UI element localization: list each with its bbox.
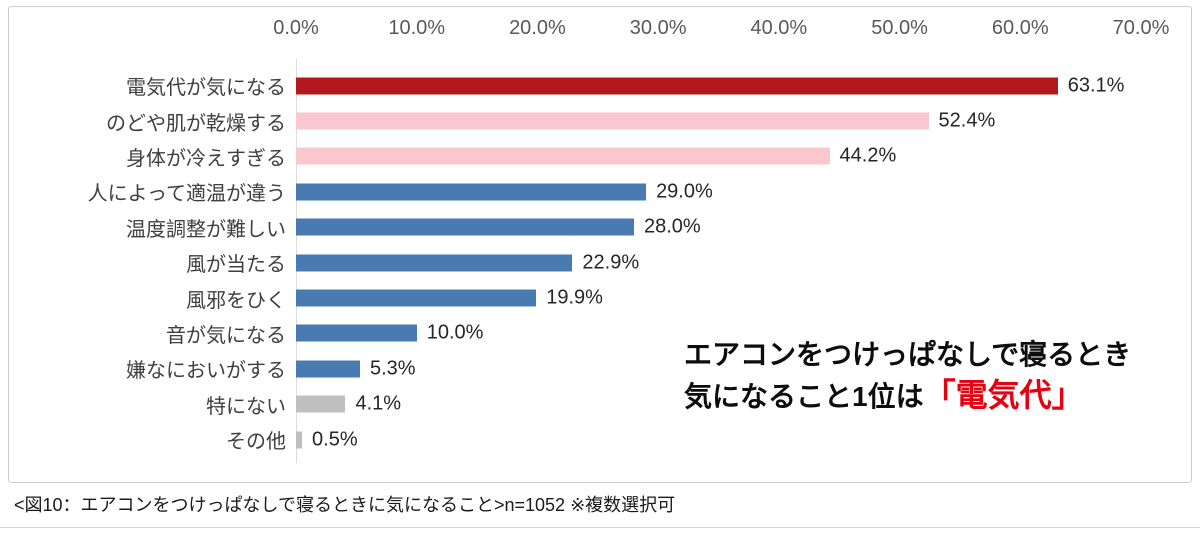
bar-track: 52.4%	[296, 103, 1191, 138]
x-tick-label: 0.0%	[273, 17, 319, 39]
category-label: 風が当たる	[186, 254, 286, 277]
category-label: 音が気になる	[166, 324, 286, 347]
bar	[296, 324, 417, 342]
bar-row: その他 0.5%	[9, 422, 1191, 457]
bar	[296, 112, 929, 130]
x-tick-label: 40.0%	[750, 17, 808, 39]
bar	[296, 289, 537, 307]
value-label: 44.2%	[839, 144, 897, 167]
bar-track: 10.0%	[296, 316, 1191, 351]
bar-track: 63.1%	[296, 68, 1191, 103]
bar-row: 風が当たる 22.9%	[9, 245, 1191, 280]
value-label: 5.3%	[369, 357, 416, 380]
bar-track: 29.0%	[296, 174, 1191, 209]
bar	[296, 147, 830, 165]
value-label: 22.9%	[582, 251, 640, 274]
annotation-line2-text: 気になること1位は	[684, 381, 924, 412]
bar-track: 5.3%	[296, 351, 1191, 386]
bar-row: 電気代が気になる 63.1%	[9, 68, 1191, 103]
bar-row: 温度調整が難しい 28.0%	[9, 210, 1191, 245]
bar	[296, 254, 573, 272]
bar-row: 人によって適温が違う 29.0%	[9, 174, 1191, 209]
category-label: 温度調整が難しい	[126, 218, 286, 241]
x-tick-label: 30.0%	[629, 17, 687, 39]
value-label: 63.1%	[1067, 74, 1125, 97]
value-label: 19.9%	[546, 286, 603, 309]
bar-track: 19.9%	[296, 280, 1191, 315]
category-label: 身体が冷えすぎる	[126, 147, 286, 170]
value-label: 28.0%	[644, 215, 701, 238]
x-tick-label: 70.0%	[1112, 17, 1170, 39]
value-label: 4.1%	[355, 392, 402, 415]
category-label: 嫌なにおいがする	[126, 360, 286, 383]
bar	[296, 183, 647, 201]
x-axis-ticks: 0.0% 10.0% 20.0% 30.0% 40.0% 50.0% 60.0% 70.0%	[9, 17, 1191, 45]
value-label: 52.4%	[938, 109, 996, 132]
category-label: 人によって適温が違う	[87, 183, 286, 206]
bar-row: のどや肌が乾燥する 52.4%	[9, 103, 1191, 138]
bar-row: 風邪をひく 19.9%	[9, 280, 1191, 315]
bar-track: 0.5%	[296, 422, 1191, 457]
x-tick-label: 20.0%	[509, 17, 566, 39]
bar-track: 28.0%	[296, 210, 1191, 245]
bar	[296, 431, 303, 449]
figure-caption: <図10：エアコンをつけっぱなしで寝るときに気になること>n=1052 ※複数選…	[14, 495, 676, 515]
bar-row: 特にない 4.1%	[9, 387, 1191, 422]
x-tick-label: 50.0%	[871, 17, 928, 39]
bar	[296, 360, 360, 378]
chart-box: 0.0% 10.0% 20.0% 30.0% 40.0% 50.0% 60.0% 70.0% …	[8, 6, 1192, 483]
category-label: その他	[226, 431, 286, 454]
annotation-highlight: 「電気代」	[923, 377, 1084, 413]
bar-row: 嫌なにおいがする 5.3%	[9, 351, 1191, 386]
bar-rows: 電気代が気になる 63.1% のどや肌が乾燥する 52.4% 身体が冷えすぎる 44.2%…	[9, 68, 1191, 457]
annotation-line1: エアコンをつけっぱなしで寝るとき	[684, 339, 1132, 370]
bar-track: 22.9%	[296, 245, 1191, 280]
category-label: 風邪をひく	[186, 289, 286, 312]
bar-track: 4.1%	[296, 387, 1191, 422]
bar	[296, 218, 634, 236]
bar-row: 身体が冷えすぎる 44.2%	[9, 139, 1191, 174]
category-label: 特にない	[206, 395, 286, 418]
chart-annotation: エアコンをつけっぱなしで寝るとき 気になること1位は「電気代」	[684, 335, 1131, 417]
x-tick-label: 60.0%	[991, 17, 1049, 39]
x-tick-label: 10.0%	[388, 17, 446, 39]
value-label: 29.0%	[656, 180, 713, 203]
value-label: 10.0%	[426, 321, 484, 344]
value-label: 0.5%	[312, 428, 358, 451]
page-divider	[0, 527, 1200, 528]
bar-track: 44.2%	[296, 139, 1191, 174]
bar-row: 音が気になる 10.0%	[9, 316, 1191, 351]
category-label: のどや肌が乾燥する	[106, 112, 286, 135]
bar	[296, 77, 1058, 95]
category-label: 電気代が気になる	[126, 77, 286, 100]
annotation-line2: 気になること1位は「電気代」	[684, 375, 1131, 417]
bar	[296, 395, 346, 413]
